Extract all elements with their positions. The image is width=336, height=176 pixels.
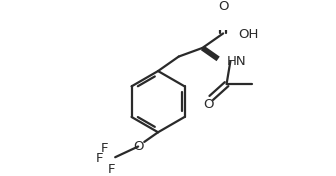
Text: OH: OH bbox=[239, 29, 259, 42]
Text: O: O bbox=[218, 0, 228, 13]
Text: F: F bbox=[96, 152, 103, 165]
Text: O: O bbox=[203, 98, 213, 111]
Text: HN: HN bbox=[226, 55, 246, 68]
Text: F: F bbox=[101, 142, 108, 155]
Text: F: F bbox=[108, 163, 115, 176]
Text: O: O bbox=[133, 140, 143, 153]
